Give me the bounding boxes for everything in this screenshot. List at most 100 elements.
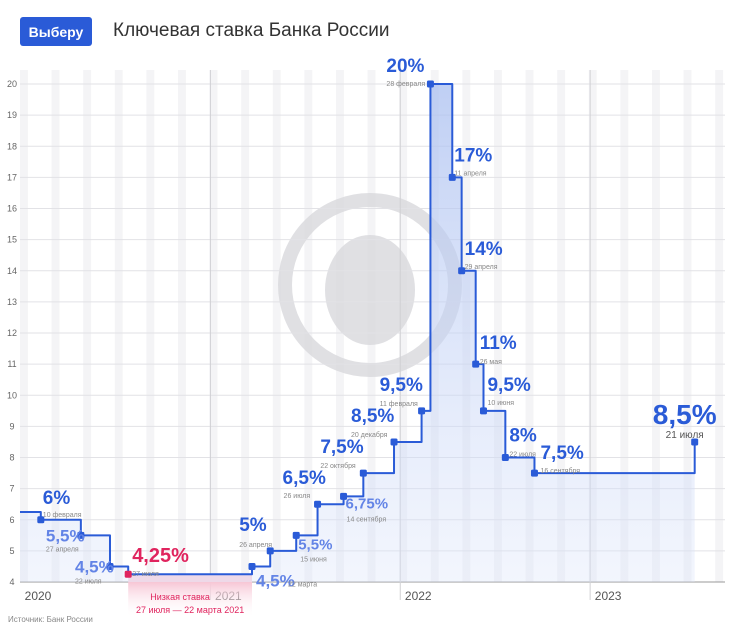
date-label: 14 сентября bbox=[347, 515, 387, 523]
rate-label: 11% bbox=[480, 333, 517, 354]
y-tick-label: 9 bbox=[9, 421, 14, 431]
x-tick-label: 2022 bbox=[405, 589, 432, 603]
y-tick-label: 14 bbox=[7, 266, 17, 276]
x-tick-label: 2020 bbox=[25, 589, 52, 603]
rate-label: 5,5% bbox=[46, 526, 85, 545]
data-point bbox=[77, 531, 85, 539]
y-tick-label: 19 bbox=[7, 110, 17, 120]
rate-label: 7,5% bbox=[540, 443, 583, 464]
y-tick-label: 13 bbox=[7, 297, 17, 307]
background-stripe bbox=[620, 70, 629, 582]
rate-label: 8,5% bbox=[653, 399, 717, 430]
date-label: 15 июня bbox=[300, 556, 327, 563]
y-tick-label: 11 bbox=[7, 359, 16, 369]
date-label: 26 апреля bbox=[239, 542, 272, 549]
background-stripe bbox=[715, 70, 724, 582]
background-stripe bbox=[683, 70, 692, 582]
date-label: 22 марта bbox=[288, 581, 317, 588]
rate-label: 14% bbox=[465, 239, 503, 260]
rate-label: 20% bbox=[386, 56, 424, 77]
data-point bbox=[390, 438, 398, 446]
date-label: 11 февраля bbox=[380, 401, 418, 408]
data-point bbox=[530, 469, 538, 477]
date-label: 29 апреля bbox=[465, 264, 498, 271]
rate-label: 9,5% bbox=[380, 375, 423, 396]
low-rate-title: Низкая ставка bbox=[150, 592, 210, 602]
background-stripe bbox=[272, 70, 281, 582]
y-tick-label: 7 bbox=[9, 484, 14, 494]
date-label: 11 апреля bbox=[454, 170, 487, 177]
rate-label: 6,75% bbox=[346, 495, 389, 512]
background-stripe bbox=[51, 70, 60, 582]
rate-label: 5% bbox=[239, 515, 267, 536]
rate-label: 6,5% bbox=[283, 468, 326, 489]
rate-label: 17% bbox=[454, 145, 492, 166]
data-point bbox=[37, 516, 45, 524]
date-label: 21 июля bbox=[666, 430, 704, 441]
background-stripe bbox=[83, 70, 92, 582]
x-tick-label: 2023 bbox=[595, 589, 622, 603]
data-point bbox=[458, 267, 466, 275]
y-tick-label: 20 bbox=[7, 79, 17, 89]
y-tick-label: 17 bbox=[7, 172, 17, 182]
data-point bbox=[418, 407, 426, 415]
rate-label: 8% bbox=[509, 426, 537, 447]
data-point bbox=[266, 547, 274, 555]
data-point bbox=[106, 562, 114, 570]
date-label: 27 апреля bbox=[46, 546, 79, 553]
rate-label: 8,5% bbox=[351, 406, 394, 427]
y-tick-label: 18 bbox=[7, 141, 17, 151]
y-tick-label: 10 bbox=[7, 390, 17, 400]
date-label: 26 мая bbox=[480, 359, 502, 366]
y-tick-label: 4 bbox=[9, 577, 14, 587]
background-stripe bbox=[20, 70, 28, 582]
y-tick-label: 12 bbox=[7, 328, 17, 338]
data-point bbox=[472, 360, 480, 368]
data-point bbox=[340, 492, 348, 500]
choose-button[interactable]: Выберу bbox=[20, 17, 92, 46]
rate-label: 6% bbox=[43, 488, 71, 509]
rate-label: 9,5% bbox=[487, 375, 530, 396]
background-stripe bbox=[209, 70, 218, 582]
data-point bbox=[359, 469, 367, 477]
background-stripe bbox=[241, 70, 250, 582]
source-note: Источник: Банк России bbox=[8, 615, 93, 624]
y-tick-label: 16 bbox=[7, 204, 17, 214]
background-stripe bbox=[652, 70, 660, 582]
y-tick-label: 15 bbox=[7, 235, 17, 245]
date-label: 10 июня bbox=[487, 400, 514, 407]
low-rate-band-below bbox=[128, 582, 253, 618]
data-point bbox=[426, 80, 434, 88]
data-point bbox=[501, 454, 509, 461]
background-stripe bbox=[304, 70, 313, 582]
background-stripe bbox=[178, 70, 186, 582]
rate-label: 5,5% bbox=[298, 536, 332, 553]
y-tick-label: 8 bbox=[9, 453, 14, 463]
data-point bbox=[248, 562, 256, 570]
background-stripe bbox=[557, 70, 566, 582]
date-label: 22 июля bbox=[509, 452, 536, 459]
date-label: 22 июля bbox=[75, 578, 102, 585]
background-stripe bbox=[494, 70, 502, 582]
y-tick-label: 6 bbox=[9, 515, 14, 525]
data-point bbox=[124, 570, 132, 578]
date-label: 28 февраля bbox=[386, 81, 425, 88]
rate-label: 7,5% bbox=[320, 437, 363, 458]
background-stripe bbox=[146, 70, 155, 582]
date-label: 20 декабря bbox=[351, 431, 388, 439]
data-point bbox=[292, 531, 300, 539]
low-rate-period: 27 июля — 22 марта 2021 bbox=[136, 605, 244, 615]
date-label: 22 октября bbox=[320, 462, 356, 470]
date-label: 16 сентября bbox=[540, 467, 580, 475]
y-tick-label: 5 bbox=[9, 546, 14, 556]
background-stripe bbox=[588, 70, 597, 582]
date-label: 26 июля bbox=[284, 493, 311, 500]
data-point bbox=[448, 173, 456, 181]
rate-label: 4,5% bbox=[75, 557, 114, 576]
rate-label: 4,25% bbox=[132, 545, 189, 567]
data-point bbox=[314, 500, 322, 508]
background-stripe bbox=[114, 70, 123, 582]
rate-label: 4,5% bbox=[256, 571, 295, 590]
date-label: 27 июля bbox=[132, 571, 159, 578]
